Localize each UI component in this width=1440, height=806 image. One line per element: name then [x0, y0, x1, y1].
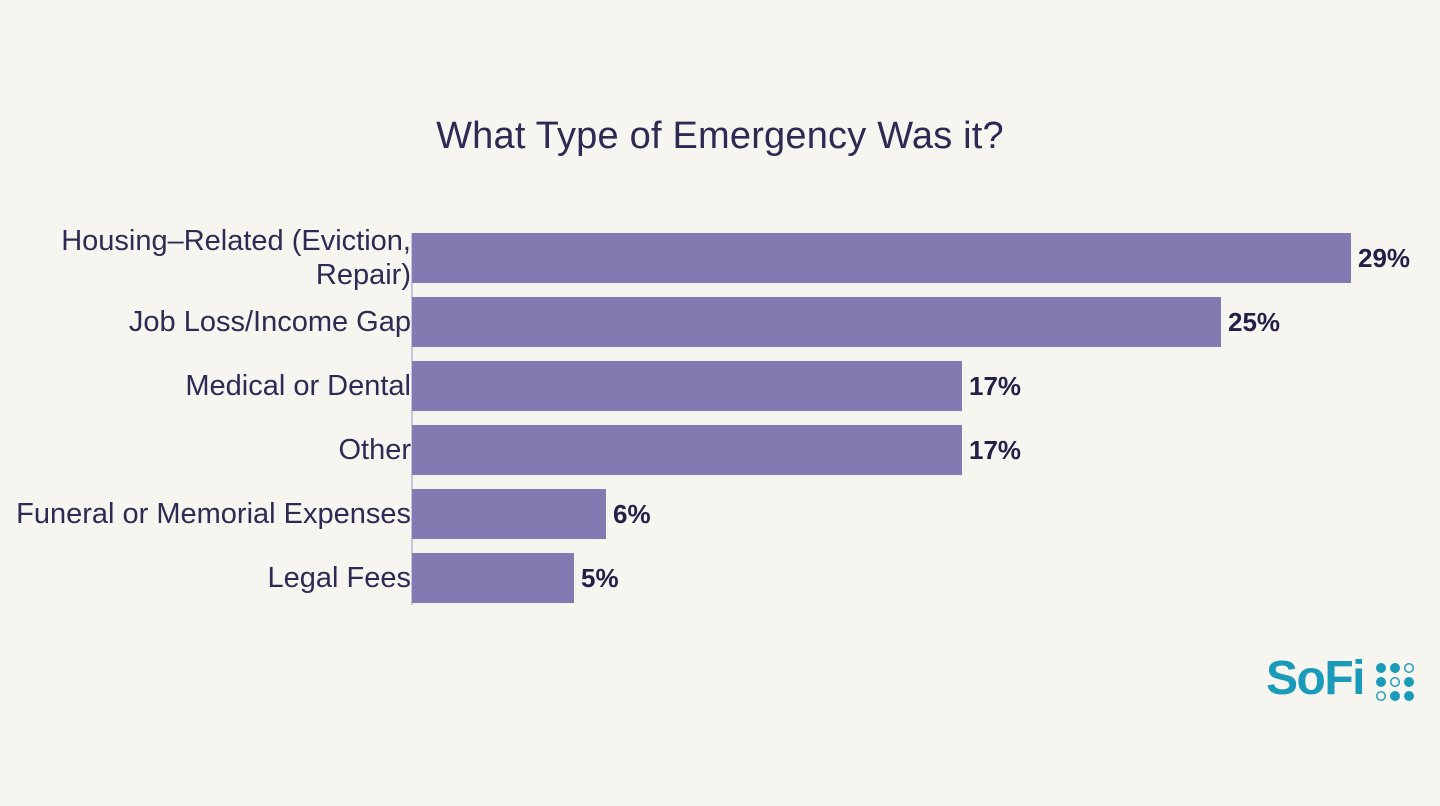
svg-text:SoFi: SoFi: [1266, 655, 1364, 703]
